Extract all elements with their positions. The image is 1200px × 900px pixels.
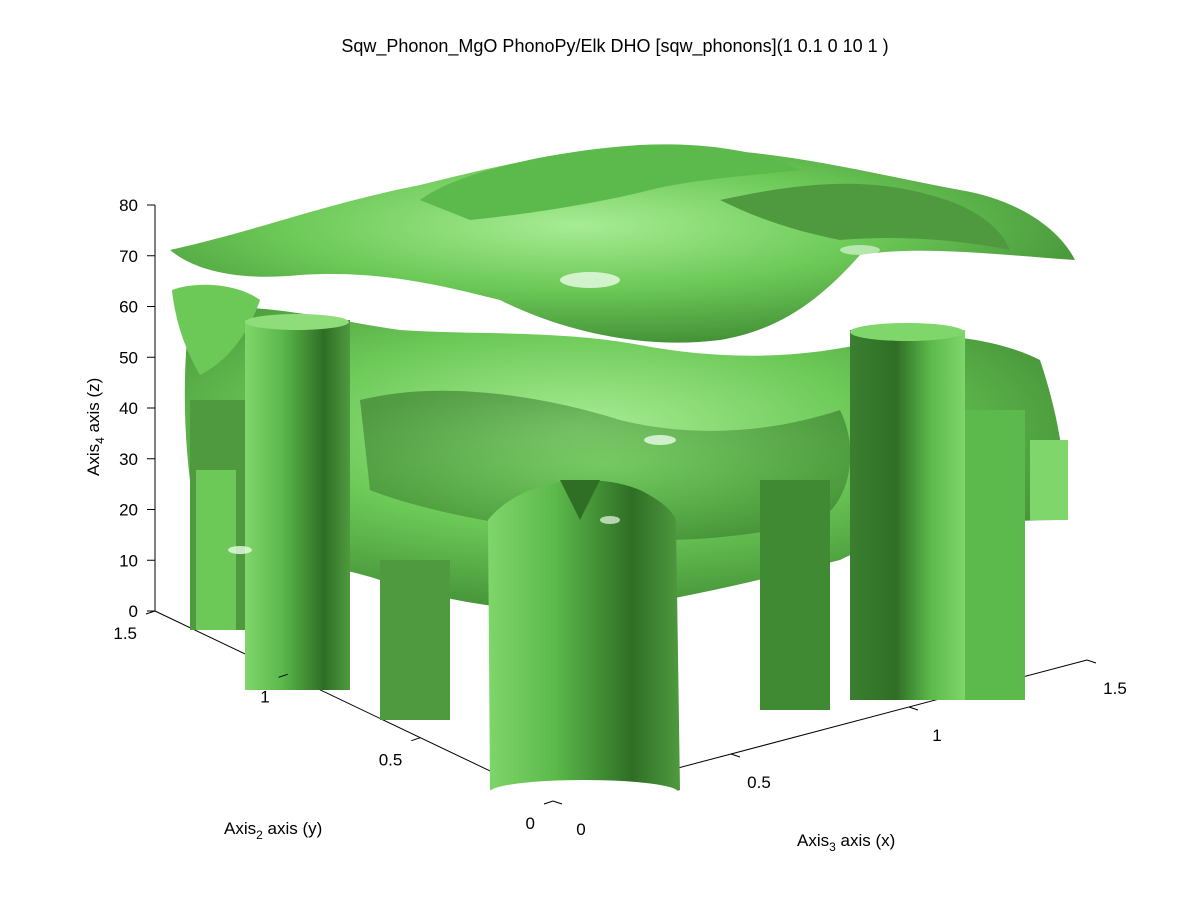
z-tick-label: 10 [119,551,138,570]
cylinder-right-back-top [850,323,964,341]
x-tick-label: 1 [932,726,941,745]
surface-core-shade [360,390,851,540]
y-tick-mark [411,737,421,742]
surface-sheet-right [720,183,1010,250]
x-tick-label: 0 [576,820,585,839]
y-axis-line [154,610,554,802]
z-axis-label-main: Axis [84,444,103,476]
highlight-3 [228,546,252,554]
x-axis-label-rest: axis (x) [836,831,896,850]
x-tick-mark [730,753,741,758]
x-tick-label: 0.5 [747,773,771,792]
highlight-5 [840,245,880,255]
cylinder-mid-left [380,560,450,720]
y-axis-ticks: 0 0.5 1 1.5 [113,610,554,833]
z-tick-label: 50 [119,348,138,367]
cylinder-right-back [850,330,965,700]
x-axis-label-main: Axis [797,831,829,850]
highlight-1 [560,272,620,288]
y-tick-mark [145,610,156,615]
chart-title: Sqw_Phonon_MgO PhonoPy/Elk DHO [sqw_phon… [341,36,888,57]
z-tick-label: 20 [119,501,138,520]
y-axis-label-rest: axis (y) [263,819,323,838]
isosurface [170,144,1075,804]
y-axis-label-main: Axis [224,819,256,838]
surface-sheet-top [420,144,800,220]
cylinder-front-base [490,780,678,804]
cylinder-front [488,480,680,802]
cylinder-left-back [245,320,350,690]
cylinder-front-notch [560,480,600,520]
highlight-2 [644,435,676,445]
cylinder-right-side [965,410,1025,700]
x-axis-ticks: 0 0.5 1 1.5 [552,659,1127,839]
y-axis-label-sub: 2 [256,828,263,842]
surface-sheet-left [172,284,260,375]
x-tick-label: 1.5 [1103,679,1127,698]
cylinder-mid-right [760,480,830,710]
x-axis-label: Axis3 axis (x) [797,831,895,854]
surface-right-column [1030,440,1068,520]
z-tick-label: 0 [129,602,138,621]
x-tick-mark [908,706,919,711]
z-axis-label-rest: axis (z) [84,378,103,438]
y-tick-label: 1.5 [113,624,137,643]
z-tick-label: 60 [119,298,138,317]
y-axis-label: Axis2 axis (y) [224,819,322,842]
y-tick-label: 1 [260,687,269,706]
y-tick-mark [543,800,554,805]
z-axis-label: Axis4 axis (z) [84,378,107,476]
z-axis-label-sub: 4 [93,437,107,444]
z-axis-ticks: 0 10 20 30 40 50 60 70 80 [119,196,155,621]
z-tick-label: 40 [119,399,138,418]
z-tick-label: 80 [119,196,138,215]
x-tick-mark [1086,659,1097,664]
highlight-4 [600,516,620,524]
z-tick-label: 30 [119,450,138,469]
y-tick-label: 0.5 [379,751,403,770]
cylinder-left-back-top [245,314,349,330]
z-tick-label: 70 [119,247,138,266]
y-tick-mark [278,673,288,678]
y-tick-label: 0 [526,814,535,833]
x-axis-label-sub: 3 [829,840,836,854]
x-tick-mark [552,800,563,805]
